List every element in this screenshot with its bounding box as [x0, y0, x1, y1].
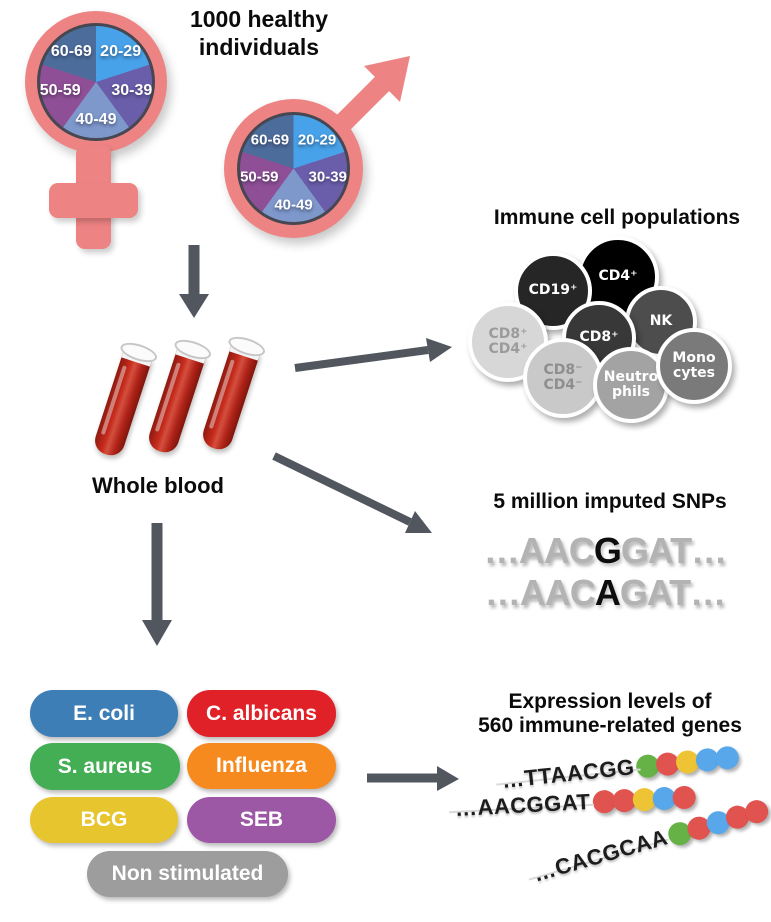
cell-label: cytes [673, 365, 715, 381]
expression-title-line2: 560 immune-related genes [478, 714, 742, 738]
age-segment-label: 20-29 [100, 42, 142, 60]
figure-title: 1000 healthy individuals [139, 6, 379, 61]
arrowhead-blood-to-stimulations [142, 620, 172, 646]
stimulation-pill-c-albicans: C. albicans [187, 690, 336, 737]
cell-label: CD4⁺ [488, 341, 528, 357]
snp-sequence-suffix: GAT… [620, 530, 727, 571]
cell-label: Neutro [603, 368, 659, 385]
cell-label: Mono [672, 349, 716, 366]
expression-dots [591, 784, 696, 814]
cell-label: CD4⁺ [598, 268, 638, 285]
cell-label: CD8⁻ [543, 361, 583, 378]
snp-sequence-suffix: GAT… [619, 572, 726, 613]
male-age-pie-chart: 20-29 30-39 40-49 50-59 60-69 [237, 112, 350, 225]
age-segment-label: 20-29 [297, 131, 337, 149]
snp-sequence: …AACAGAT… [445, 572, 765, 614]
female-symbol-cross-arm [49, 183, 138, 218]
blue-dot [714, 744, 741, 770]
red-dot [671, 784, 696, 810]
cell-label: CD8⁺ [579, 329, 619, 346]
age-segment-label: 50-59 [39, 81, 81, 99]
arrowhead-blood-to-cells [426, 338, 452, 362]
stimulation-pill-e-coli: E. coli [30, 690, 178, 737]
age-segment-label: 40-49 [75, 111, 117, 129]
cell-circle-cd8neg-cd4neg: CD8⁻ CD4⁻ [523, 338, 603, 418]
expression-title: Expression levels of 560 immune-related … [450, 690, 770, 738]
figure-title-line1: 1000 healthy [189, 6, 329, 32]
age-segment-label: 30-39 [308, 168, 347, 186]
age-segment-label: 60-69 [250, 131, 290, 149]
cell-label: phils [612, 384, 650, 400]
age-segment-label: 60-69 [50, 42, 92, 60]
male-symbol-arrow [328, 74, 392, 138]
arrowhead-stimulations-to-expression [437, 766, 459, 791]
stimulation-pill-s-aureus: S. aureus [30, 743, 180, 790]
stimulation-pill-bcg: BCG [30, 797, 178, 843]
arrow-blood-to-cells [294, 346, 429, 372]
stimulation-pill-influenza: Influenza [187, 743, 336, 789]
stimulation-pill-non-stimulated: Non stimulated [87, 851, 288, 897]
cell-circle-monocytes: Mono cytes [656, 328, 732, 404]
figure-title-line2: individuals [198, 33, 320, 60]
male-symbol-arrowhead [364, 56, 410, 102]
snp-variant-allele: A [594, 572, 621, 613]
arrow-blood-to-snps [272, 452, 412, 526]
immune-cells-title: Immune cell populations [493, 206, 741, 229]
age-segment-label: 40-49 [274, 196, 313, 214]
stimulation-pill-seb: SEB [187, 797, 336, 843]
expression-title-line1: Expression levels of [508, 690, 712, 713]
male-symbol-ring: 20-29 30-39 40-49 50-59 60-69 [224, 99, 363, 238]
snps-title: 5 million imputed SNPs [493, 490, 727, 513]
age-segment-label: 30-39 [111, 81, 153, 99]
cell-label: CD4⁻ [543, 377, 583, 393]
arrowhead-symbols-to-blood [179, 294, 209, 318]
snp-sequence-prefix: …AAC [483, 530, 595, 571]
female-symbol-ring: 20-29 30-39 40-49 50-59 60-69 [25, 11, 167, 153]
snp-variant-allele: G [593, 530, 622, 571]
whole-blood-label: Whole blood [92, 473, 224, 498]
snp-sequence: …AACGGAT… [445, 530, 765, 572]
arrowhead-blood-to-snps [405, 511, 432, 533]
age-segment-label: 50-59 [240, 168, 279, 186]
cell-label: CD8⁺ [488, 325, 528, 342]
cell-label: CD19⁺ [528, 282, 578, 299]
cell-label: NK [649, 313, 673, 330]
female-age-pie-chart: 20-29 30-39 40-49 50-59 60-69 [37, 23, 155, 141]
snp-sequence-prefix: …AAC [484, 572, 596, 613]
